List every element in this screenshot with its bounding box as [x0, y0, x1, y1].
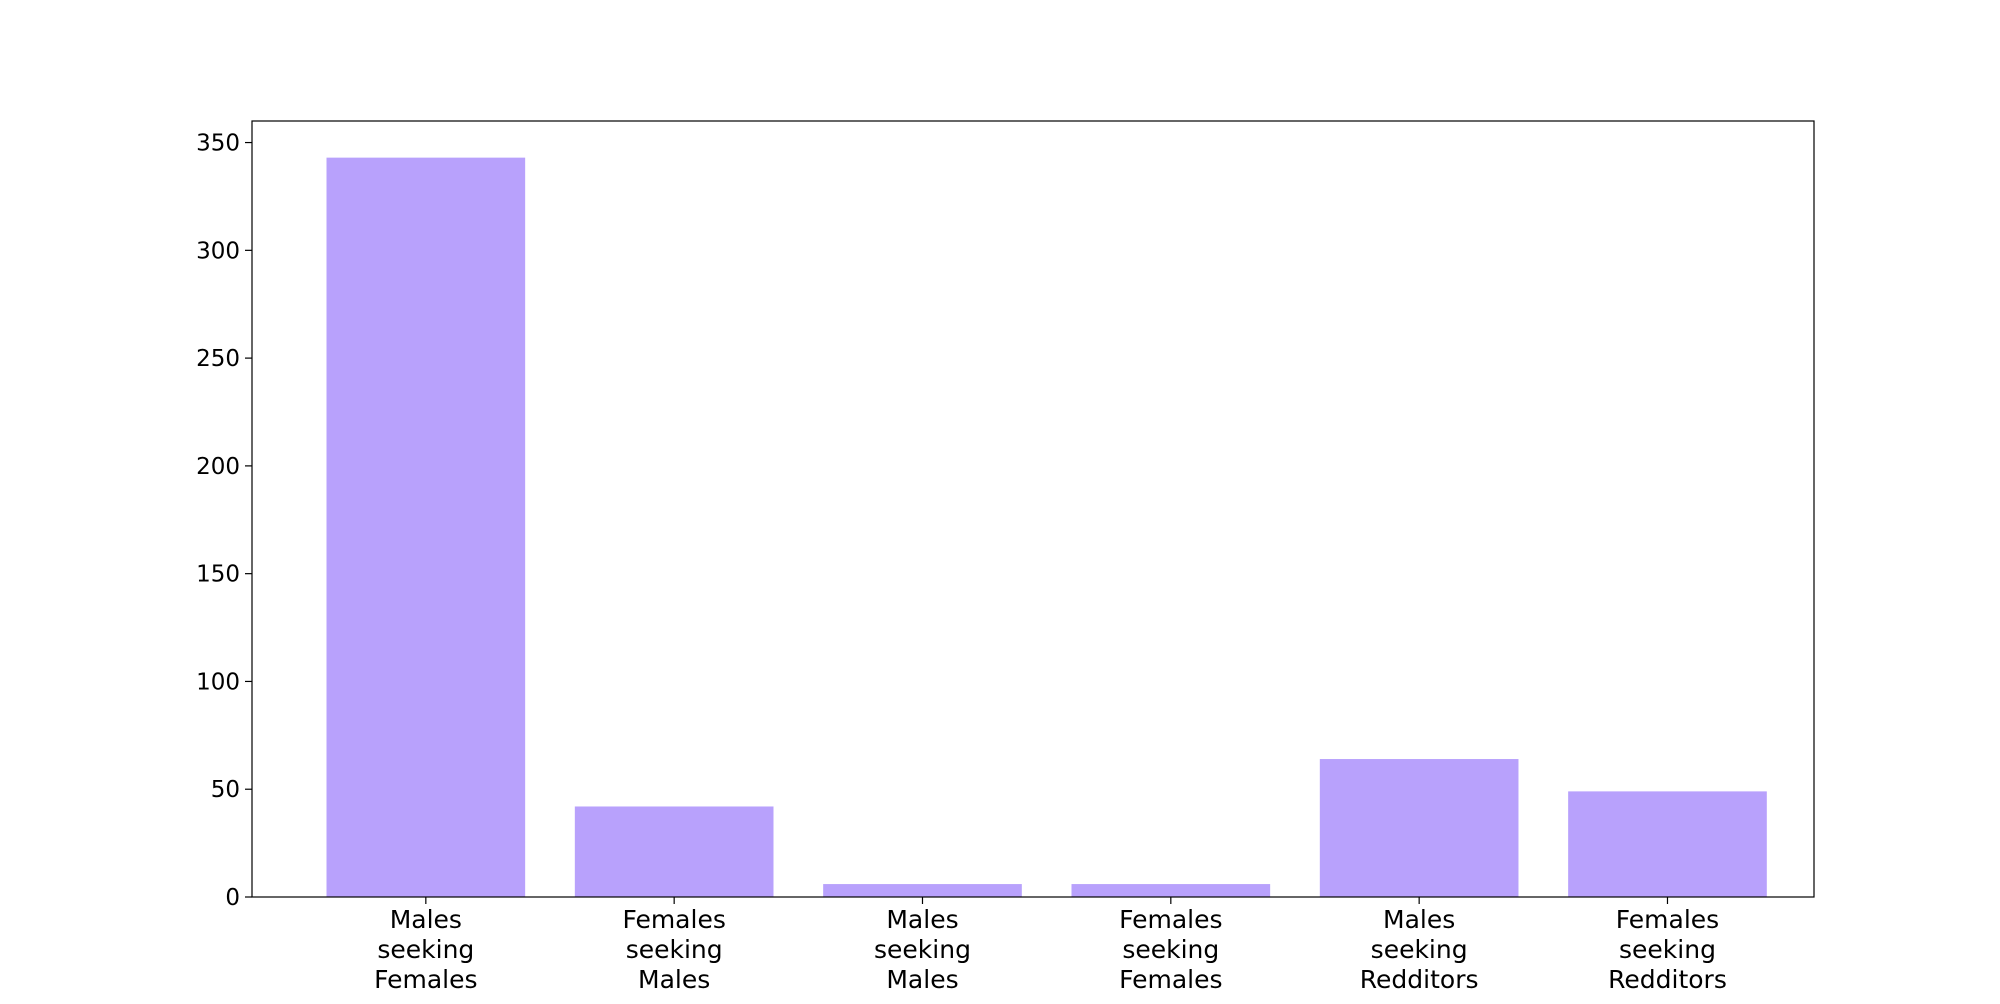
x-tick-label: Males seeking Females: [374, 905, 477, 994]
y-tick-label: 200: [196, 454, 240, 480]
x-tick-label: Males seeking Males: [874, 905, 971, 994]
x-tick-label: Females seeking Females: [1119, 905, 1222, 994]
y-tick-label: 50: [211, 777, 240, 803]
x-tick-label: Males seeking Redditors: [1360, 905, 1479, 994]
plot-frame: [251, 120, 1815, 898]
x-ticks: Males seeking Females Females seeking Males Ma…: [374, 897, 1727, 994]
x-tick-label: Females seeking Males: [622, 905, 725, 994]
y-tick-label: 150: [196, 562, 240, 588]
bar: [1568, 791, 1767, 897]
bar: [823, 884, 1022, 897]
bar: [1071, 884, 1271, 897]
x-tick-label: Females seeking Redditors: [1608, 905, 1727, 994]
y-tick-label: 0: [225, 885, 240, 911]
bar: [1319, 759, 1519, 897]
axes-layer: [251, 120, 1815, 898]
bars-layer: [326, 157, 1767, 897]
y-tick-label: 350: [196, 131, 240, 157]
bar: [326, 157, 526, 897]
y-ticks: 0 50 100 150 200 250 300 350: [196, 131, 252, 911]
bar: [574, 806, 774, 897]
y-tick-label: 250: [196, 346, 240, 372]
y-tick-label: 100: [196, 669, 240, 695]
y-tick-label: 300: [196, 238, 240, 264]
